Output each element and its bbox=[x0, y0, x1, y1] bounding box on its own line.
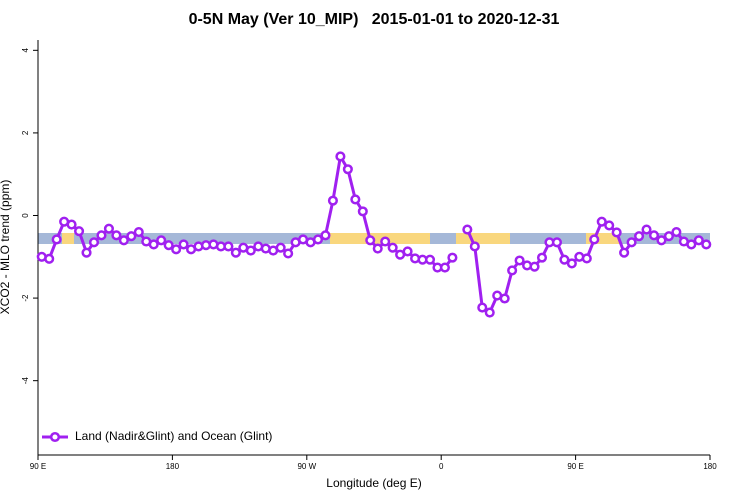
point bbox=[335, 151, 346, 162]
point bbox=[634, 231, 645, 242]
point bbox=[589, 234, 600, 245]
point bbox=[365, 235, 376, 246]
point bbox=[439, 262, 450, 273]
point bbox=[283, 248, 294, 259]
x-axis-label: Longitude (deg E) bbox=[326, 476, 421, 490]
point bbox=[96, 230, 107, 241]
point bbox=[327, 195, 338, 206]
legend-marker bbox=[49, 431, 61, 443]
land-band bbox=[330, 233, 430, 244]
point bbox=[81, 247, 92, 258]
y-tick-label: -2 bbox=[21, 294, 30, 302]
point bbox=[342, 164, 353, 175]
point bbox=[693, 235, 704, 246]
land-band bbox=[586, 233, 620, 244]
point bbox=[312, 234, 324, 245]
point bbox=[171, 244, 182, 255]
point bbox=[126, 231, 137, 242]
point bbox=[469, 241, 480, 252]
land-band bbox=[456, 233, 510, 244]
point bbox=[648, 230, 660, 241]
point bbox=[372, 243, 383, 254]
point bbox=[245, 245, 256, 256]
point bbox=[424, 254, 436, 265]
point bbox=[626, 237, 637, 248]
point bbox=[604, 220, 615, 231]
point bbox=[641, 224, 652, 235]
point bbox=[566, 258, 577, 269]
point bbox=[88, 237, 100, 248]
point bbox=[671, 226, 682, 238]
point bbox=[447, 252, 458, 263]
point bbox=[387, 242, 398, 253]
point bbox=[596, 216, 607, 227]
x-tick-label: 90 E bbox=[567, 462, 583, 471]
point bbox=[230, 247, 241, 258]
point bbox=[529, 261, 540, 272]
land-band bbox=[62, 233, 74, 244]
point bbox=[536, 252, 548, 263]
point bbox=[611, 227, 622, 238]
point bbox=[357, 206, 368, 217]
x-tick-label: 90 E bbox=[30, 462, 46, 471]
point bbox=[663, 231, 674, 242]
point bbox=[380, 236, 391, 247]
x-tick-label: 180 bbox=[703, 462, 717, 471]
y-axis-label: XCO2 - MLO trend (ppm) bbox=[0, 180, 12, 315]
point bbox=[111, 230, 122, 241]
point bbox=[656, 235, 667, 246]
point bbox=[477, 302, 488, 313]
point bbox=[484, 307, 495, 318]
point bbox=[350, 194, 361, 205]
point bbox=[462, 224, 473, 235]
point bbox=[44, 253, 55, 264]
point bbox=[74, 226, 85, 237]
y-tick-label: 2 bbox=[21, 130, 30, 135]
y-tick-label: 4 bbox=[21, 48, 30, 53]
point bbox=[507, 265, 518, 276]
point bbox=[103, 223, 114, 234]
point bbox=[320, 230, 331, 241]
point bbox=[514, 255, 525, 266]
point bbox=[551, 237, 562, 248]
x-tick-label: 90 W bbox=[297, 462, 316, 471]
point bbox=[156, 235, 167, 246]
point bbox=[275, 242, 286, 253]
y-tick-label: 0 bbox=[21, 213, 30, 218]
y-tick-label: -4 bbox=[21, 377, 30, 385]
point bbox=[118, 235, 129, 246]
point bbox=[686, 239, 697, 250]
point bbox=[402, 246, 413, 257]
point bbox=[51, 234, 62, 245]
point bbox=[148, 239, 159, 250]
chart-title: 0-5N May (Ver 10_MIP) 2015-01-01 to 2020… bbox=[189, 11, 560, 28]
point bbox=[581, 253, 592, 264]
legend-label: Land (Nadir&Glint) and Ocean (Glint) bbox=[75, 429, 272, 443]
x-tick-label: 0 bbox=[439, 462, 444, 471]
point bbox=[559, 254, 570, 265]
point bbox=[499, 293, 510, 304]
x-tick-label: 180 bbox=[166, 462, 180, 471]
point bbox=[163, 240, 174, 251]
point bbox=[66, 219, 77, 230]
point bbox=[133, 226, 144, 238]
point bbox=[178, 239, 189, 250]
point bbox=[701, 239, 712, 250]
point bbox=[619, 247, 630, 258]
point bbox=[223, 241, 234, 252]
